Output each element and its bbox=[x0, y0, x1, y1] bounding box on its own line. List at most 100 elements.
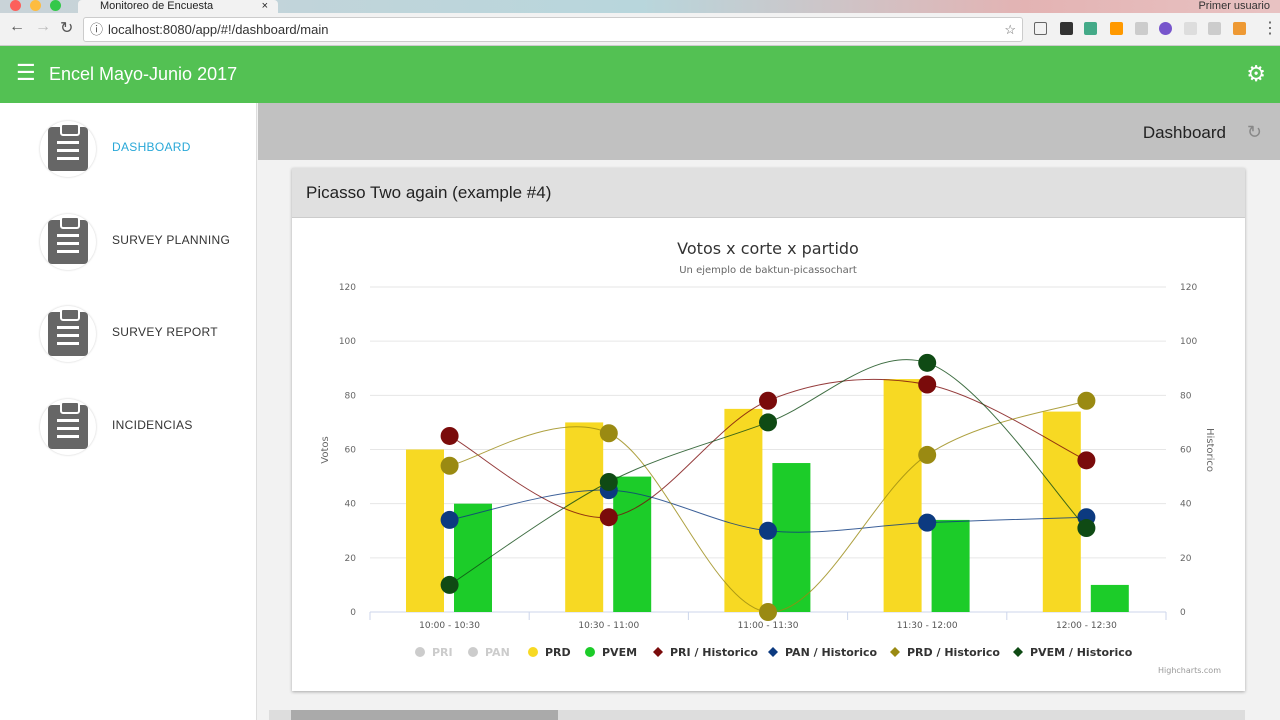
browser-tab-strip: Monitoreo de Encuesta × Primer usuario bbox=[0, 0, 1280, 13]
breadcrumb: Dashboard bbox=[1142, 123, 1226, 142]
sidebar-item-incidencias[interactable]: INCIDENCIAS bbox=[0, 399, 257, 479]
point-pri-historico bbox=[918, 375, 937, 394]
extension-icon[interactable] bbox=[1208, 22, 1221, 35]
y2-tick-label: 100 bbox=[1180, 337, 1197, 347]
bookmark-star-icon[interactable]: ☆ bbox=[1004, 22, 1016, 37]
browser-menu-icon[interactable]: ⋮ bbox=[1262, 20, 1278, 37]
x-tick-label: 11:30 - 12:00 bbox=[897, 621, 958, 631]
point-prd-historico bbox=[918, 445, 937, 464]
point-pan-historico bbox=[440, 510, 459, 529]
url-text: localhost:8080/app/#!/dashboard/main bbox=[108, 22, 329, 37]
y-tick-label: 120 bbox=[339, 283, 356, 293]
y-tick-label: 100 bbox=[339, 337, 356, 347]
y2-axis-label: Historico bbox=[1204, 428, 1215, 472]
extension-icon[interactable] bbox=[1110, 22, 1123, 35]
point-pri-historico bbox=[1077, 451, 1096, 470]
reload-icon[interactable]: ↻ bbox=[60, 20, 74, 37]
card-title: Picasso Two again (example #4) bbox=[292, 168, 1245, 218]
horizontal-scrollbar[interactable] bbox=[269, 710, 1245, 720]
y-tick-label: 80 bbox=[345, 391, 357, 401]
legend-marker-pri bbox=[415, 647, 425, 657]
app-bar: ☰ Encel Mayo-Junio 2017 ⚙ bbox=[0, 46, 1280, 103]
legend-marker-pan-historico bbox=[768, 647, 778, 657]
legend-item-pvem[interactable]: PVEM bbox=[602, 646, 637, 659]
clipboard-icon bbox=[40, 306, 96, 362]
chart: Votos x corte x partido Un ejemplo de ba… bbox=[320, 239, 1221, 675]
legend-item-pri[interactable]: PRI bbox=[432, 646, 453, 659]
x-tick-label: 12:00 - 12:30 bbox=[1056, 621, 1117, 631]
bar-prd bbox=[406, 449, 444, 612]
sidebar-item-label: INCIDENCIAS bbox=[112, 418, 193, 432]
point-pri-historico bbox=[599, 508, 618, 527]
y-axis-label: Votos bbox=[320, 436, 331, 463]
point-pan-historico bbox=[759, 521, 777, 540]
sidebar: DASHBOARD SURVEY PLANNING SURVEY REPORT … bbox=[0, 103, 257, 720]
extension-icon[interactable] bbox=[1184, 22, 1197, 35]
extension-icon[interactable] bbox=[1135, 22, 1148, 35]
hamburger-menu-icon[interactable]: ☰ bbox=[16, 60, 36, 85]
legend-marker-pri-historico bbox=[653, 647, 663, 657]
x-tick-label: 10:00 - 10:30 bbox=[419, 621, 480, 631]
scrollbar-thumb[interactable] bbox=[291, 710, 558, 720]
legend-marker-pvem-historico bbox=[1013, 647, 1023, 657]
extension-icon[interactable] bbox=[1084, 22, 1097, 35]
y-tick-label: 60 bbox=[345, 446, 357, 456]
close-tab-icon[interactable]: × bbox=[261, 0, 268, 12]
extension-icon[interactable] bbox=[1060, 22, 1073, 35]
clipboard-icon bbox=[40, 399, 96, 455]
info-icon[interactable]: ⓘ bbox=[90, 22, 104, 37]
refresh-icon[interactable]: ↻ bbox=[1246, 122, 1262, 142]
legend-item-pri-historico[interactable]: PRI / Historico bbox=[670, 646, 758, 659]
maximize-window-icon[interactable] bbox=[50, 0, 61, 11]
x-tick-label: 11:00 - 11:30 bbox=[738, 621, 799, 631]
point-pan-historico bbox=[918, 513, 937, 532]
browser-tab[interactable]: Monitoreo de Encuesta × bbox=[78, 0, 278, 13]
point-prd-historico bbox=[759, 603, 777, 621]
tab-title: Monitoreo de Encuesta bbox=[100, 0, 214, 12]
sidebar-item-label: SURVEY PLANNING bbox=[112, 233, 231, 247]
bar-pvem bbox=[931, 519, 970, 612]
extension-icon[interactable] bbox=[1159, 22, 1172, 35]
app-title: Encel Mayo-Junio 2017 bbox=[49, 64, 238, 84]
point-pvem-historico bbox=[1077, 519, 1096, 538]
bar-pvem bbox=[1090, 584, 1129, 612]
clipboard-icon bbox=[40, 121, 96, 177]
legend-item-pan-historico[interactable]: PAN / Historico bbox=[785, 646, 878, 659]
extension-icon[interactable] bbox=[1233, 22, 1246, 35]
legend-item-prd-historico[interactable]: PRD / Historico bbox=[907, 646, 1000, 659]
highcharts-credits[interactable]: Highcharts.com bbox=[1158, 666, 1221, 675]
sidebar-item-survey-report[interactable]: SURVEY REPORT bbox=[0, 306, 257, 386]
y-tick-label: 0 bbox=[350, 608, 356, 618]
settings-gear-icon[interactable]: ⚙ bbox=[1246, 61, 1266, 86]
y2-tick-label: 120 bbox=[1180, 283, 1197, 293]
line-prd-historico bbox=[449, 400, 1087, 613]
bar-prd bbox=[1042, 411, 1081, 612]
browser-toolbar: ← → ↻ ⓘ localhost:8080/app/#!/dashboard/m… bbox=[0, 13, 1280, 46]
legend-item-pvem-historico[interactable]: PVEM / Historico bbox=[1030, 646, 1133, 659]
legend-marker-pan bbox=[468, 647, 478, 657]
legend-marker-prd bbox=[528, 647, 538, 657]
y2-tick-label: 60 bbox=[1180, 446, 1192, 456]
forward-icon[interactable]: → bbox=[35, 18, 51, 35]
point-pri-historico bbox=[759, 391, 777, 410]
legend-item-prd[interactable]: PRD bbox=[545, 646, 571, 659]
point-pvem-historico bbox=[440, 575, 459, 594]
legend-item-pan[interactable]: PAN bbox=[485, 646, 510, 659]
minimize-window-icon[interactable] bbox=[30, 0, 41, 11]
sidebar-item-dashboard[interactable]: DASHBOARD bbox=[0, 121, 257, 201]
back-icon[interactable]: ← bbox=[9, 18, 25, 35]
y2-tick-label: 0 bbox=[1180, 608, 1186, 618]
point-pvem-historico bbox=[918, 353, 937, 372]
bar-pvem bbox=[613, 476, 652, 612]
y2-tick-label: 80 bbox=[1180, 391, 1192, 401]
address-bar[interactable]: ⓘ localhost:8080/app/#!/dashboard/main ☆ bbox=[83, 17, 1023, 42]
bar-pvem bbox=[772, 463, 811, 612]
chart-title: Votos x corte x partido bbox=[677, 239, 859, 258]
point-pri-historico bbox=[440, 426, 459, 445]
sidebar-item-survey-planning[interactable]: SURVEY PLANNING bbox=[0, 214, 257, 294]
breadcrumb-bar: Dashboard ↻ bbox=[258, 103, 1280, 160]
sidebar-item-label: SURVEY REPORT bbox=[112, 325, 218, 339]
close-window-icon[interactable] bbox=[10, 0, 21, 11]
cast-icon[interactable] bbox=[1034, 22, 1047, 35]
profile-name[interactable]: Primer usuario bbox=[1198, 0, 1270, 12]
